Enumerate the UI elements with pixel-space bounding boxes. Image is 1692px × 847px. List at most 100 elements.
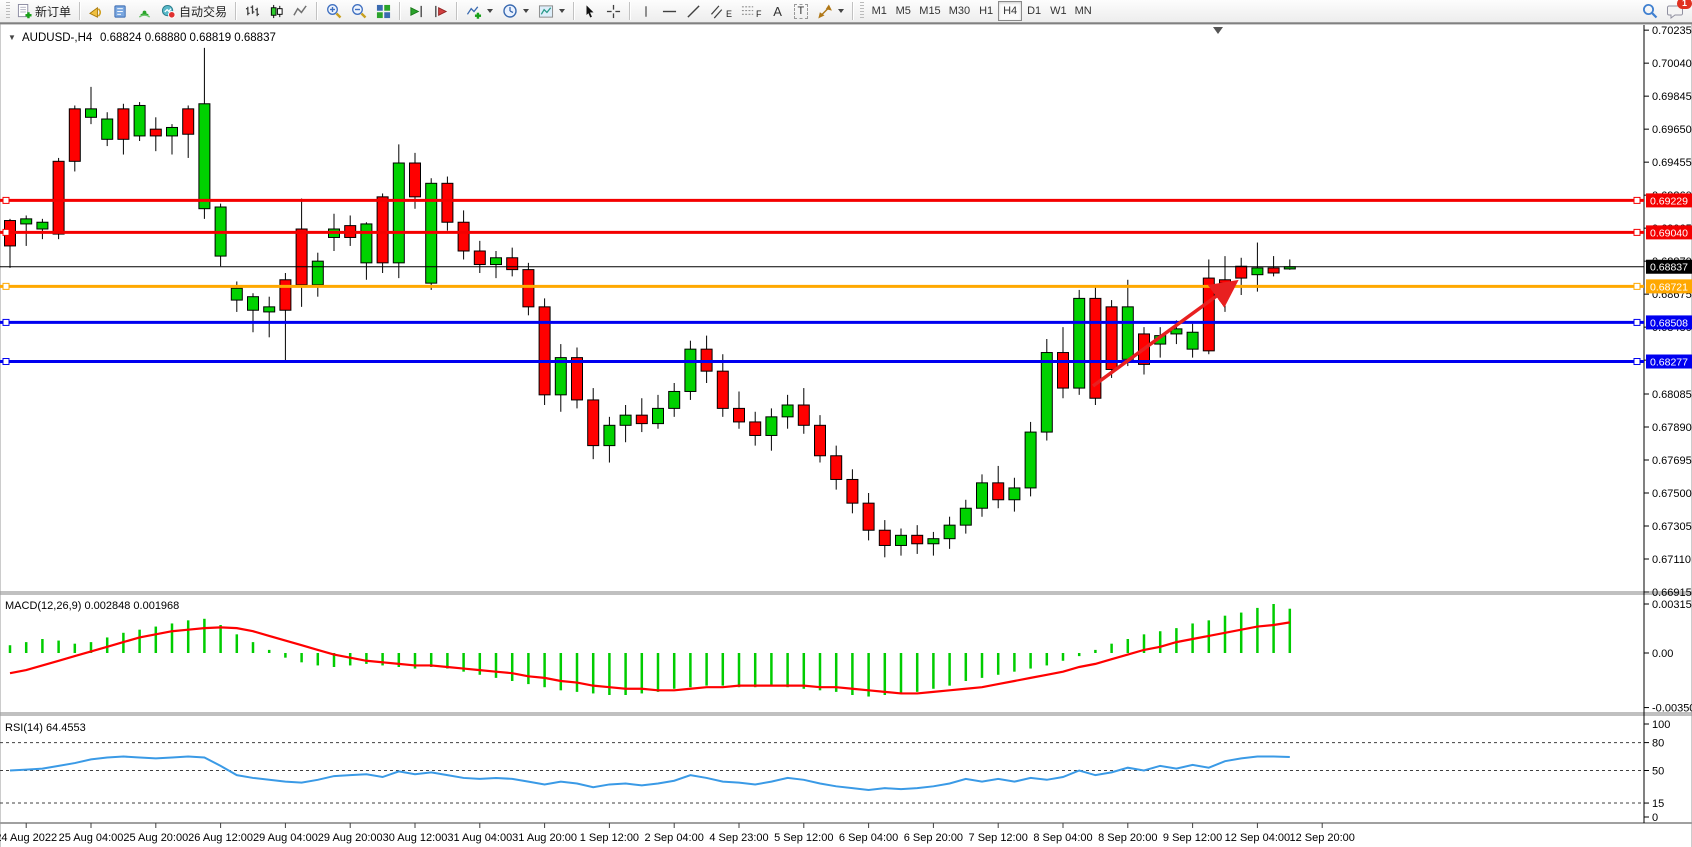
- candle-body[interactable]: [765, 416, 778, 436]
- tile-windows-button[interactable]: [372, 1, 395, 21]
- candle-body[interactable]: [1202, 277, 1215, 352]
- vertical-line-button[interactable]: [635, 1, 657, 21]
- candle-body[interactable]: [554, 357, 567, 396]
- notifications-button[interactable]: 1: [1663, 0, 1692, 21]
- candle-body[interactable]: [263, 306, 276, 313]
- candle-body[interactable]: [117, 108, 130, 140]
- candle-body[interactable]: [878, 529, 891, 546]
- level-handle[interactable]: [2, 318, 10, 326]
- autotrading-button[interactable]: 自动交易: [157, 1, 231, 21]
- chart-shift-button[interactable]: [429, 1, 452, 21]
- candle-body[interactable]: [133, 104, 146, 137]
- candle-body[interactable]: [1008, 487, 1021, 501]
- timeframe-h4-button[interactable]: H4: [998, 1, 1023, 21]
- ohlc-panel-expander[interactable]: ▼: [8, 33, 16, 42]
- candle-body[interactable]: [101, 118, 114, 140]
- zoom-out-button[interactable]: [347, 1, 371, 21]
- candle-body[interactable]: [797, 404, 810, 426]
- zoom-in-button[interactable]: [322, 1, 346, 21]
- timeframe-mn-button[interactable]: MN: [1071, 1, 1096, 21]
- candle-body[interactable]: [927, 538, 940, 545]
- new-order-button[interactable]: 新订单: [13, 1, 75, 21]
- candle-body[interactable]: [1251, 267, 1264, 276]
- candle-body[interactable]: [814, 424, 826, 457]
- text-button[interactable]: A: [767, 1, 789, 21]
- candle-body[interactable]: [1089, 297, 1102, 399]
- candle-body[interactable]: [149, 128, 162, 137]
- candle-body[interactable]: [85, 108, 97, 118]
- candle-body[interactable]: [1267, 267, 1280, 274]
- timeframe-h1-button[interactable]: H1: [974, 1, 998, 21]
- timeframe-m1-button[interactable]: M1: [867, 1, 891, 21]
- arrows-button[interactable]: [813, 1, 848, 21]
- level-handle[interactable]: [2, 196, 10, 204]
- candle-body[interactable]: [781, 404, 794, 418]
- signals-button[interactable]: [133, 1, 156, 21]
- candle-body[interactable]: [749, 421, 762, 436]
- candle-body[interactable]: [376, 196, 389, 264]
- candle-body[interactable]: [1186, 331, 1199, 350]
- candle-body[interactable]: [473, 250, 486, 266]
- candle-body[interactable]: [279, 279, 292, 311]
- candle-body[interactable]: [976, 482, 988, 509]
- candle-body[interactable]: [230, 287, 243, 301]
- candle-body[interactable]: [52, 160, 65, 235]
- horizontal-line-button[interactable]: [658, 1, 681, 21]
- candle-body[interactable]: [1057, 352, 1069, 389]
- indicators-button[interactable]: [462, 1, 497, 21]
- level-handle[interactable]: [1633, 196, 1641, 204]
- candle-body[interactable]: [1121, 306, 1134, 360]
- timeframe-w1-button[interactable]: W1: [1046, 1, 1071, 21]
- level-handle[interactable]: [1633, 358, 1641, 366]
- equidistant-channel-button[interactable]: E: [706, 1, 736, 21]
- candle-body[interactable]: [1073, 297, 1086, 389]
- level-handle[interactable]: [2, 358, 10, 366]
- periods-button[interactable]: [498, 1, 533, 21]
- candle-body[interactable]: [522, 269, 535, 308]
- candle-body[interactable]: [457, 221, 470, 252]
- candle-body[interactable]: [652, 407, 664, 425]
- candle-body[interactable]: [1235, 265, 1248, 279]
- candle-body[interactable]: [392, 162, 405, 264]
- level-handle[interactable]: [1633, 228, 1641, 236]
- candle-body[interactable]: [360, 223, 373, 264]
- candle-body[interactable]: [733, 407, 745, 423]
- candle-body[interactable]: [587, 399, 600, 447]
- candlestick-chart-button[interactable]: [265, 1, 288, 21]
- candle-body[interactable]: [571, 357, 583, 401]
- candle-body[interactable]: [992, 482, 1005, 501]
- market-watch-button[interactable]: [85, 1, 108, 21]
- candle-body[interactable]: [716, 370, 729, 409]
- candle-body[interactable]: [20, 218, 33, 225]
- candle-body[interactable]: [846, 478, 859, 504]
- candle-body[interactable]: [943, 524, 956, 540]
- candle-body[interactable]: [895, 534, 907, 546]
- chart-shift-marker[interactable]: [1213, 27, 1223, 34]
- cursor-button[interactable]: [579, 1, 601, 21]
- templates-button[interactable]: [534, 1, 569, 21]
- candle-body[interactable]: [182, 108, 195, 135]
- timeframe-m30-button[interactable]: M30: [945, 1, 974, 21]
- candle-body[interactable]: [441, 182, 454, 223]
- auto-scroll-button[interactable]: [405, 1, 428, 21]
- chart-canvas[interactable]: 0.70235 0.70040 0.69845 0.69650 0.69455 0.692…: [0, 23, 1692, 847]
- candle-body[interactable]: [36, 221, 49, 230]
- crosshair-button[interactable]: [602, 1, 625, 21]
- candle-body[interactable]: [198, 103, 211, 210]
- candle-body[interactable]: [1219, 279, 1231, 284]
- candle-body[interactable]: [68, 108, 81, 162]
- candle-body[interactable]: [166, 126, 178, 137]
- level-handle[interactable]: [2, 282, 10, 290]
- candle-body[interactable]: [490, 257, 502, 266]
- candle-body[interactable]: [862, 502, 875, 531]
- candle-body[interactable]: [538, 306, 551, 396]
- fibonacci-button[interactable]: F: [737, 1, 766, 21]
- candle-body[interactable]: [603, 424, 616, 447]
- candle-body[interactable]: [635, 414, 648, 425]
- candle-body[interactable]: [619, 414, 632, 426]
- trendline-button[interactable]: [682, 1, 705, 21]
- candle-body[interactable]: [830, 455, 843, 480]
- level-handle[interactable]: [2, 228, 10, 236]
- text-label-button[interactable]: T: [790, 1, 813, 21]
- candle-body[interactable]: [295, 228, 308, 286]
